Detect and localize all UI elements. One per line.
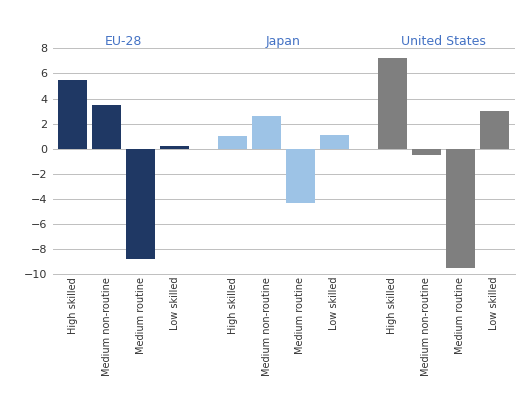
Bar bbox=[480, 111, 509, 149]
Bar bbox=[412, 149, 441, 155]
Bar bbox=[126, 149, 155, 259]
Bar bbox=[252, 116, 281, 149]
Bar bbox=[320, 135, 349, 149]
Bar bbox=[218, 136, 247, 149]
Bar bbox=[446, 149, 475, 268]
Text: EU-28: EU-28 bbox=[105, 35, 142, 48]
Bar bbox=[160, 146, 189, 149]
Text: Japan: Japan bbox=[266, 35, 301, 48]
Text: United States: United States bbox=[401, 35, 486, 48]
Bar bbox=[58, 80, 87, 149]
Bar bbox=[286, 149, 315, 203]
Bar bbox=[92, 105, 121, 149]
Bar bbox=[378, 58, 407, 149]
